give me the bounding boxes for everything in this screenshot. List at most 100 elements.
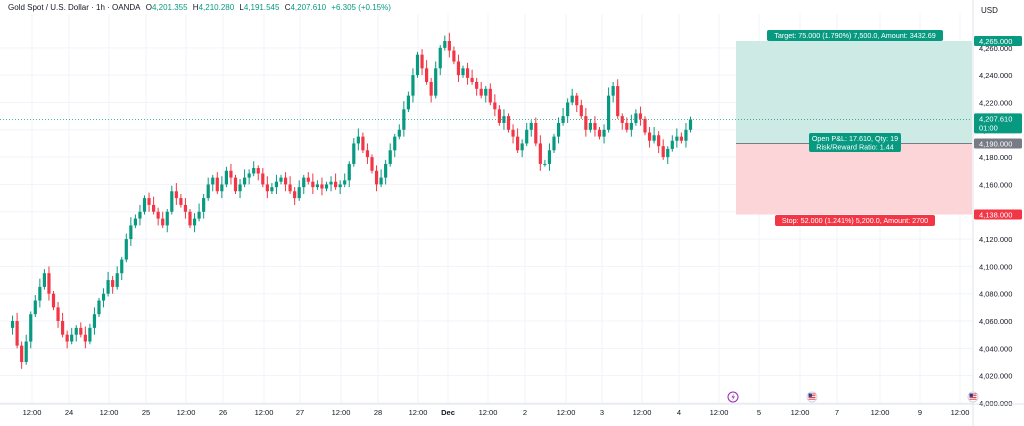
candle-body — [634, 113, 638, 123]
position-labels: Target: 75.000 (1.790%) 7,500.0, Amount:… — [767, 30, 943, 226]
candle-body — [470, 77, 474, 82]
entry-price-tag: 4,190.000 — [979, 139, 1012, 148]
candle-body — [393, 136, 397, 151]
candle-body — [625, 122, 629, 130]
candle-body — [579, 105, 583, 117]
event-markers[interactable] — [727, 391, 979, 403]
time-tick: 24 — [65, 408, 73, 417]
candle-body — [502, 116, 506, 123]
time-tick: 12:00 — [23, 408, 42, 417]
candle-body — [288, 184, 292, 192]
currency-label[interactable]: USD — [981, 6, 998, 15]
candle-body — [261, 173, 265, 185]
us-flag-event-icon-stripe — [969, 395, 977, 397]
high-label: H — [192, 3, 199, 12]
time-tick: 12:00 — [332, 408, 351, 417]
candle-body — [174, 191, 178, 199]
candle-body — [97, 300, 101, 315]
countdown-tag: 01:00 — [979, 123, 998, 132]
candle-body — [293, 191, 297, 199]
candle-body — [311, 181, 315, 188]
stop-label-bg — [775, 214, 935, 226]
candle-body — [238, 184, 242, 192]
time-tick: 12:00 — [710, 408, 729, 417]
candle-body — [520, 143, 524, 151]
close-label: C — [284, 3, 291, 12]
candle-body — [352, 143, 356, 164]
candle-body — [101, 293, 106, 301]
candle-body — [638, 113, 643, 119]
stop-price-tag: 4,138.000 — [979, 210, 1012, 219]
candle-body — [224, 170, 228, 185]
time-tick: 12:00 — [100, 408, 119, 417]
open-value: 4,201.355 — [151, 3, 188, 12]
candle-body — [661, 146, 665, 158]
candle-body — [252, 168, 256, 174]
price-tick: 4,060.000 — [979, 317, 1012, 326]
candle-body — [10, 321, 15, 328]
long-position-tool[interactable] — [736, 41, 972, 215]
change-value: +6.305 (+0.15%) — [331, 3, 391, 12]
candle-body — [434, 68, 438, 96]
time-tick: 12:00 — [557, 408, 576, 417]
us-flag-event-icon-stripe — [808, 397, 816, 398]
candle-body — [79, 327, 83, 335]
candle-body — [115, 273, 119, 287]
candle-body — [456, 61, 461, 76]
pnl-label-text: Risk/Reward Ratio: 1.44 — [816, 142, 894, 151]
candle-body — [124, 239, 128, 260]
loss-zone — [736, 143, 972, 215]
candle-body — [279, 177, 283, 182]
candle-body — [243, 177, 247, 185]
candle-body — [679, 136, 683, 141]
candle-body — [29, 314, 33, 342]
candle-body — [56, 307, 60, 322]
price-tick: 4,080.000 — [979, 290, 1012, 299]
candle-body — [347, 163, 351, 181]
candle-body — [525, 129, 529, 144]
candle-body — [211, 177, 215, 185]
candle-body — [270, 187, 274, 192]
candle-body — [652, 135, 656, 141]
candle-body — [265, 184, 269, 192]
candle-body — [329, 181, 333, 185]
time-tick: 4 — [677, 408, 681, 417]
price-tick: 4,240.000 — [979, 71, 1012, 80]
candle-body — [334, 181, 338, 188]
candle-body — [88, 327, 92, 342]
candle-body — [570, 95, 574, 103]
candle-body — [92, 314, 97, 328]
candle-body — [365, 150, 370, 158]
price-tick: 4,220.000 — [979, 98, 1012, 107]
close-value: 4,207.610 — [290, 3, 327, 12]
candle-body — [142, 198, 147, 212]
candle-body — [247, 173, 251, 178]
time-tick: 12:00 — [633, 408, 652, 417]
target-label-text: Target: 75.000 (1.790%) 7,500.0, Amount:… — [774, 31, 935, 40]
candle-body — [47, 273, 51, 294]
candle-body — [647, 132, 652, 141]
us-flag-event-icon-stripe — [808, 393, 816, 395]
candle-body — [552, 136, 556, 151]
candle-body — [666, 148, 670, 158]
us-flag-event-icon-stripe — [969, 397, 977, 398]
candle-body — [588, 122, 592, 130]
candle-body — [461, 68, 465, 76]
candle-body — [24, 341, 28, 363]
candle-body — [397, 129, 401, 137]
time-tick: 12:00 — [177, 408, 196, 417]
candle-body — [120, 259, 124, 274]
time-tick: 28 — [374, 408, 382, 417]
candle-body — [192, 218, 197, 226]
candle-body — [670, 140, 674, 149]
symbol-name[interactable]: Gold Spot / U.S. Dollar · 1h · OANDA — [8, 3, 141, 12]
candle-body — [506, 116, 511, 130]
target-price-tag: 4,265.000 — [979, 37, 1012, 46]
candle-body — [15, 321, 19, 346]
pnl-label-bg — [809, 132, 901, 152]
time-axis[interactable]: 12:00 24 12:00 25 12:00 26 12:00 27 12:00 28 12:00… — [0, 403, 1024, 417]
candle-body — [597, 129, 602, 137]
candle-body — [170, 191, 174, 212]
